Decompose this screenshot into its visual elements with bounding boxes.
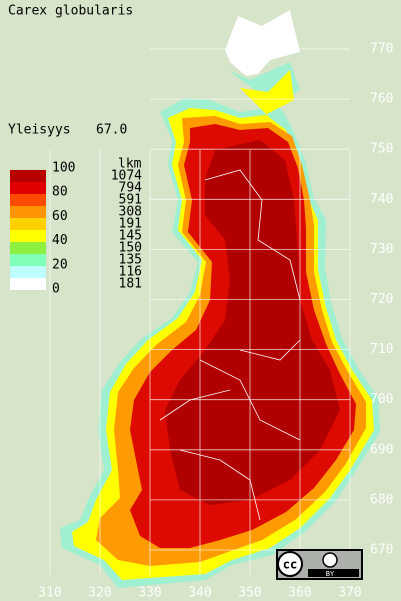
frequency-label: Yleisyys xyxy=(8,123,71,138)
legend-swatch xyxy=(10,218,46,230)
y-tick-label: 690 xyxy=(370,442,393,457)
legend-swatch xyxy=(10,206,46,218)
x-tick-label: 370 xyxy=(338,586,361,601)
y-tick-label: 760 xyxy=(370,92,393,107)
y-tick-label: 720 xyxy=(370,292,393,307)
count-label: 145 xyxy=(119,229,142,244)
by-bar xyxy=(308,569,359,577)
scale-label: 100 xyxy=(52,161,75,176)
count-header: lkm xyxy=(118,157,142,172)
y-tick-label: 700 xyxy=(370,392,393,407)
scale-label: 0 xyxy=(52,282,60,297)
license-badge: cc BY xyxy=(276,549,363,580)
x-tick-label: 340 xyxy=(188,586,211,601)
scale-label: 40 xyxy=(52,233,68,248)
count-label: 191 xyxy=(119,217,142,232)
legend-swatch xyxy=(10,242,46,254)
scale-label: 80 xyxy=(52,185,68,200)
x-tick-label: 320 xyxy=(88,586,111,601)
y-tick-label: 750 xyxy=(370,142,393,157)
title: Carex globularis xyxy=(8,4,133,19)
count-label: 150 xyxy=(119,241,142,256)
y-tick-label: 770 xyxy=(370,42,393,57)
legend: 100 80 60 40 20 0 1074794591308191145150135116… xyxy=(10,161,142,297)
y-tick-label: 680 xyxy=(370,492,393,507)
scale-label: 60 xyxy=(52,209,68,224)
count-label: 591 xyxy=(119,193,142,208)
by-text: BY xyxy=(326,570,335,578)
cc-text: cc xyxy=(283,558,297,572)
cc-circle xyxy=(277,551,303,577)
y-tick-label: 740 xyxy=(370,192,393,207)
frequency-value: 67.0 xyxy=(96,123,127,138)
count-label: 181 xyxy=(119,277,142,292)
legend-swatch xyxy=(10,278,46,290)
x-tick-label: 360 xyxy=(288,586,311,601)
legend-swatch xyxy=(10,194,46,206)
count-label: 135 xyxy=(119,253,142,268)
y-tick-label: 730 xyxy=(370,242,393,257)
x-tick-label: 350 xyxy=(238,586,261,601)
x-tick-label: 330 xyxy=(138,586,161,601)
scale-label: 20 xyxy=(52,257,68,272)
x-tick-label: 310 xyxy=(38,586,61,601)
legend-swatch xyxy=(10,266,46,278)
region-border xyxy=(159,169,301,521)
legend-swatch xyxy=(10,170,46,182)
y-tick-label: 670 xyxy=(370,543,393,558)
legend-swatch xyxy=(10,254,46,266)
legend-swatch xyxy=(10,230,46,242)
by-icon xyxy=(322,552,338,568)
grid xyxy=(49,48,351,575)
region-top xyxy=(165,140,340,505)
count-label: 1074 xyxy=(111,169,142,184)
legend-swatch xyxy=(10,182,46,194)
count-label: 794 xyxy=(119,181,143,196)
axes: 770 760 750 740 730 720 710 700 690 680 670 310 320 3… xyxy=(38,42,393,601)
borders xyxy=(159,169,301,521)
count-label: 116 xyxy=(119,265,142,280)
lapland-north xyxy=(225,10,300,76)
y-tick-label: 710 xyxy=(370,342,393,357)
count-label: 308 xyxy=(119,205,142,220)
